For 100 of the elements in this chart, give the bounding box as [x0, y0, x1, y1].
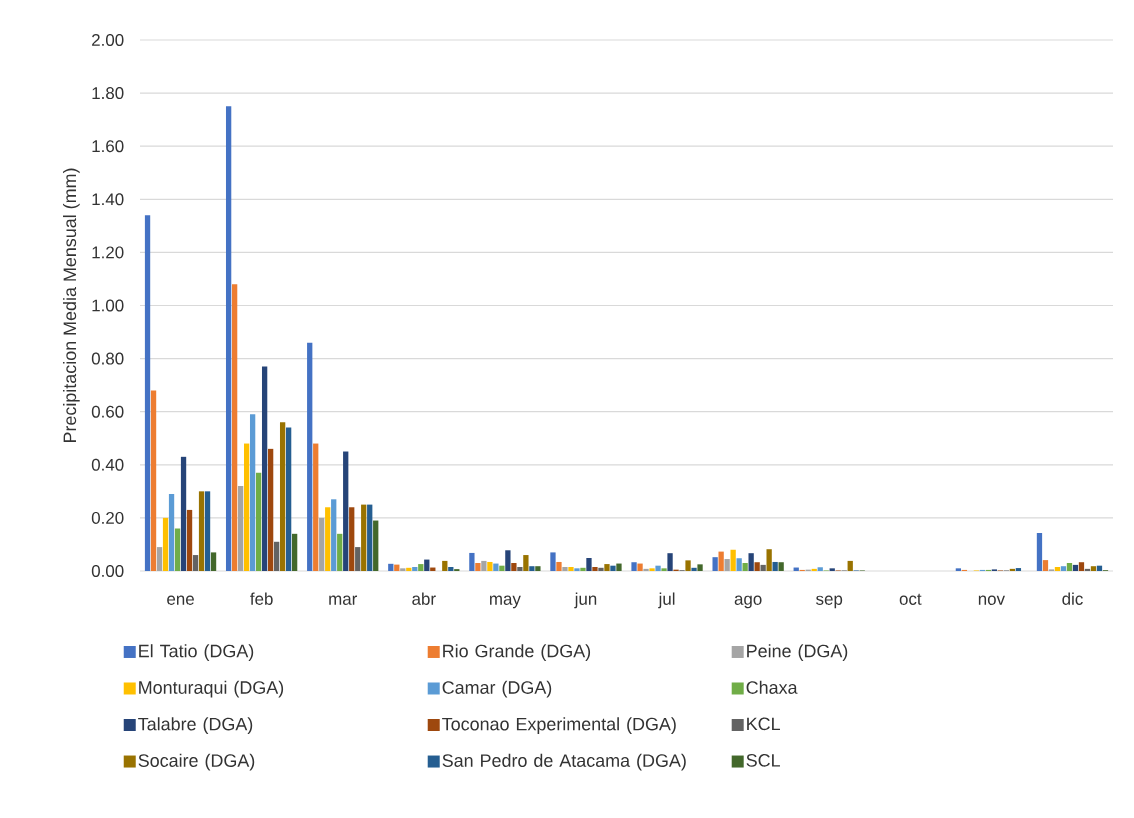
bar [150, 390, 157, 571]
bar [325, 507, 331, 571]
bar [631, 562, 637, 571]
bar [766, 549, 772, 571]
bar [493, 563, 499, 571]
bar [754, 562, 760, 571]
bar [697, 564, 703, 571]
bar [616, 563, 622, 571]
bar [349, 507, 355, 571]
bar [748, 553, 754, 571]
bar [267, 448, 274, 571]
bar [568, 567, 574, 571]
x-tick-label: jun [574, 592, 597, 609]
x-tick-label: ene [167, 595, 194, 605]
legend-label: Camar (DGA) [442, 680, 552, 698]
bar [1009, 568, 1016, 571]
y-tick-label: 0.60 [91, 405, 124, 418]
y-tick-label: 1.60 [92, 140, 124, 153]
bar [156, 547, 163, 571]
bar [610, 565, 616, 571]
bar [1072, 564, 1079, 571]
bar [162, 517, 169, 571]
bar [412, 567, 418, 571]
bar [249, 414, 256, 571]
y-tick-label: 1.80 [92, 87, 124, 100]
bar [523, 555, 529, 571]
bar [180, 456, 187, 571]
bar [355, 547, 361, 571]
legend-label: Toconao Experimental (DGA) [442, 717, 676, 734]
bar [442, 560, 448, 571]
bar [718, 551, 724, 571]
bar [225, 106, 232, 571]
bar [550, 552, 556, 571]
bar [712, 557, 718, 571]
bar [586, 557, 592, 571]
bar [637, 563, 643, 571]
bar [1036, 533, 1043, 571]
bar [736, 558, 742, 571]
bar [655, 565, 661, 571]
x-tick-label: jul [658, 592, 675, 609]
bar [307, 342, 313, 571]
legend-label: KCL [747, 717, 780, 731]
x-tick-label: abr [412, 592, 436, 605]
x-tick-label: feb [250, 592, 273, 605]
y-tick-label: 1.40 [92, 193, 124, 206]
bar [231, 284, 238, 571]
y-tick-label: 0.40 [91, 458, 124, 471]
bar [1084, 568, 1091, 571]
bar [186, 509, 193, 571]
x-tick-label: may [490, 595, 521, 609]
bar [592, 567, 598, 571]
bar [319, 517, 325, 571]
bar [742, 563, 748, 571]
y-tick-label: 0.00 [91, 564, 124, 577]
bar [388, 563, 394, 571]
bar [556, 561, 562, 571]
bar [448, 567, 454, 571]
bar [400, 568, 406, 571]
bar [144, 215, 151, 571]
bar [331, 499, 337, 571]
bar [817, 567, 823, 571]
bar [1060, 566, 1067, 571]
legend-label: Socaire (DGA) [138, 753, 255, 771]
bar [604, 564, 610, 571]
bar [273, 541, 280, 571]
bar [168, 493, 175, 571]
bar [1090, 566, 1097, 571]
bar [174, 528, 181, 571]
bar [475, 563, 481, 571]
legend-label: SCL [746, 753, 780, 767]
x-tick-label: mar [329, 595, 358, 605]
bar [343, 451, 349, 571]
bar [847, 560, 853, 571]
legend-label: Rio Grande (DGA) [443, 644, 591, 661]
bar [285, 427, 292, 571]
bar [598, 567, 604, 571]
bar [760, 564, 766, 571]
bar [210, 552, 217, 571]
bar [367, 504, 373, 571]
bar [529, 566, 535, 571]
bar [811, 568, 817, 571]
bar [481, 560, 487, 571]
bar [361, 504, 367, 571]
x-tick-label: ago [734, 595, 762, 609]
legend-label: Chaxa [746, 680, 798, 694]
x-tick-label: dic [1062, 592, 1083, 605]
bar [418, 564, 424, 571]
bar [313, 443, 319, 571]
bar [511, 563, 517, 571]
bar [829, 568, 835, 571]
bar [580, 567, 586, 571]
bar [667, 553, 673, 571]
y-tick-label: 0.80 [91, 352, 124, 365]
bar [1054, 567, 1061, 571]
bar [424, 559, 430, 571]
bar [261, 366, 268, 571]
bar [691, 567, 697, 571]
bar [1078, 562, 1085, 571]
bar [574, 568, 580, 571]
bar [198, 491, 205, 571]
